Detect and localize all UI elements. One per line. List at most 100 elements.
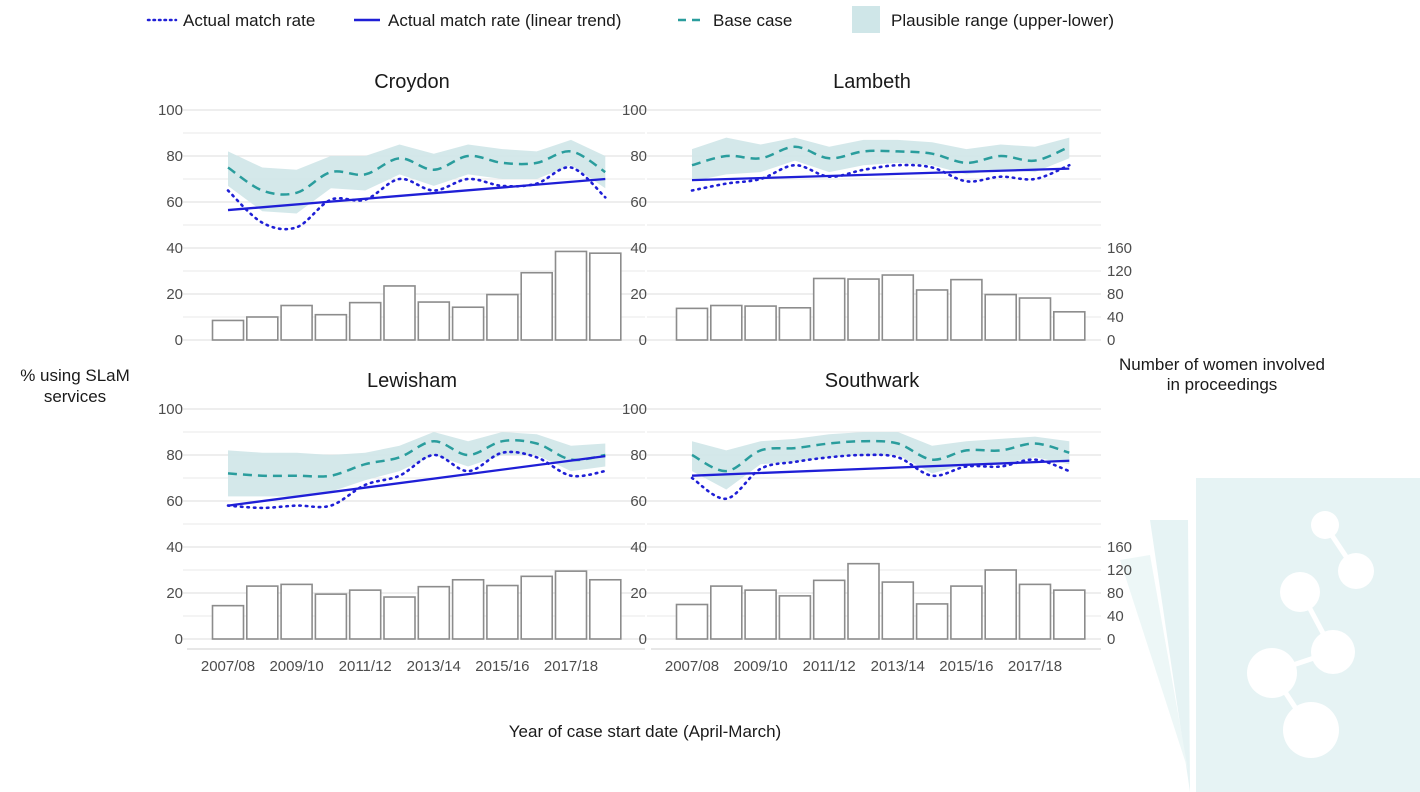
women-bar [881, 274, 915, 341]
x-tick-label: 2011/12 [803, 658, 856, 675]
y-left-tick-label: 80 [630, 447, 647, 464]
women-bar [486, 293, 519, 341]
women-bar [1053, 589, 1086, 640]
y-left-tick-label: 20 [166, 286, 183, 303]
women-bar [675, 307, 709, 341]
women-bar [915, 289, 949, 341]
plausible-range-band [228, 432, 606, 497]
x-tick-label: 2017/18 [544, 658, 598, 675]
y-left-tick-label: 60 [630, 493, 647, 510]
y-right-tick-label: 120 [1107, 263, 1132, 280]
x-tick-label: 2007/08 [201, 658, 255, 675]
women-bar [984, 293, 1018, 341]
panel-title: Lewisham [367, 370, 457, 392]
panel-title: Lambeth [833, 71, 911, 93]
y-left-tick-label: 100 [158, 401, 183, 418]
actual-rate-line [226, 166, 607, 231]
y-left-tick-label: 0 [175, 631, 183, 648]
y-left-tick-label: 100 [158, 102, 183, 119]
women-bar [709, 304, 743, 341]
y-left-tick-label: 80 [166, 148, 183, 165]
legend-base-label: Base case [713, 11, 792, 30]
y-left-tick-label: 60 [166, 194, 183, 211]
legend-actual-label: Actual match rate [183, 11, 315, 30]
legend: Actual match rate Actual match rate (lin… [146, 6, 1114, 33]
women-bar [881, 581, 915, 640]
x-tick-label: 2013/14 [871, 658, 925, 675]
x-tick-label: 2007/08 [665, 658, 719, 675]
women-bar [348, 301, 382, 341]
women-bar [588, 578, 622, 640]
women-bar [847, 278, 880, 341]
watermark-node-2 [1338, 553, 1374, 589]
panels-container: 0 20 40 60 80 100 Croydon 0 20 40 60 80 100 0 40 80 120 1… [158, 71, 1132, 675]
legend-range-label: Plausible range (upper-lower) [891, 11, 1114, 30]
x-tick-label: 2009/10 [269, 658, 323, 675]
y-right-title-line2: in proceedings [1167, 375, 1278, 394]
women-bar [451, 578, 485, 640]
linear-trend-line [691, 459, 1070, 477]
y-right-tick-label: 0 [1107, 631, 1115, 648]
women-bar [812, 579, 846, 640]
y-left-tick-label: 60 [630, 194, 647, 211]
women-bar [1018, 583, 1052, 640]
women-bar [778, 306, 812, 341]
plausible-range-band [692, 432, 1070, 490]
y-left-tick-label: 40 [630, 240, 647, 257]
y-right-tick-label: 40 [1107, 608, 1124, 625]
y-left-tick-label: 80 [166, 447, 183, 464]
panel-southwark: 0 20 40 60 80 100 0 40 80 120 160 2007/08 2009/10 201… [622, 370, 1132, 675]
watermark-node-4 [1311, 630, 1355, 674]
women-bar [314, 593, 348, 640]
women-bar [554, 250, 588, 341]
x-axis-title: Year of case start date (April-March) [509, 722, 781, 741]
women-bar [211, 604, 245, 640]
women-bar [520, 575, 554, 640]
base-case-line [227, 439, 606, 478]
y-left-tick-label: 20 [630, 286, 647, 303]
y-right-tick-label: 160 [1107, 539, 1132, 556]
women-bar [383, 285, 416, 341]
women-bar [554, 570, 588, 640]
panel-title: Southwark [825, 370, 920, 392]
linear-trend-line [691, 167, 1070, 182]
women-bar [744, 305, 777, 341]
x-tick-label: 2015/16 [939, 658, 993, 675]
x-tick-label: 2011/12 [339, 658, 392, 675]
y-left-tick-label: 40 [630, 539, 647, 556]
plausible-range-band [228, 139, 606, 214]
panel-lewisham: 0 20 40 60 80 100 2007/08 2009/10 2011/12 2013/14… [158, 370, 645, 675]
women-bar [417, 585, 451, 640]
y-left-tick-label: 60 [166, 493, 183, 510]
women-bar [1018, 297, 1052, 341]
women-bar [950, 585, 983, 640]
women-bar [383, 596, 416, 640]
y-right-title-line1: Number of women involved [1119, 355, 1325, 374]
women-bar [246, 316, 279, 341]
legend-range-swatch [852, 6, 880, 33]
base-case-line [227, 150, 606, 196]
watermark-node-6 [1283, 702, 1339, 758]
actual-rate-line [226, 450, 607, 510]
x-tick-label: 2009/10 [733, 658, 787, 675]
women-bar [348, 589, 382, 640]
y-right-tick-label: 80 [1107, 286, 1124, 303]
y-left-tick-label: 100 [622, 401, 647, 418]
women-bar [486, 584, 519, 640]
y-left-tick-label: 0 [639, 332, 647, 349]
y-left-tick-label: 40 [166, 539, 183, 556]
women-bar [520, 271, 554, 341]
watermark-ray-2 [1120, 555, 1188, 770]
women-bar [314, 313, 348, 341]
y-right-tick-label: 80 [1107, 585, 1124, 602]
linear-trend-line [227, 177, 606, 212]
women-bar [211, 319, 245, 341]
actual-rate-line [690, 453, 1071, 501]
y-right-tick-label: 160 [1107, 240, 1132, 257]
women-bar [984, 569, 1018, 640]
women-bar [1053, 311, 1086, 341]
women-bar [812, 277, 846, 341]
watermark-ray-1 [1150, 520, 1190, 792]
women-bar [915, 603, 949, 640]
